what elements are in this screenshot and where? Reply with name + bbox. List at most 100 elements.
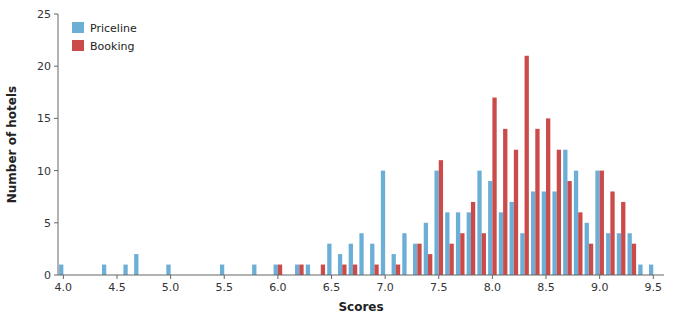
x-axis-label: Scores (338, 300, 383, 314)
x-tick-label: 6.0 (269, 281, 287, 294)
bar (359, 233, 363, 275)
bar (278, 265, 282, 275)
bar (589, 244, 593, 275)
y-tick (54, 275, 58, 276)
x-tick (170, 275, 171, 279)
bar (531, 191, 535, 275)
bar (381, 171, 385, 275)
legend-swatch (72, 22, 84, 33)
bar (134, 254, 138, 275)
bar (546, 118, 550, 275)
bar (274, 265, 278, 275)
bar (503, 129, 507, 275)
y-tick-label: 0 (44, 269, 51, 282)
x-tick (653, 275, 654, 279)
bar (439, 160, 443, 275)
chart: 4.04.55.05.56.06.57.07.58.08.59.09.50510… (0, 0, 680, 321)
y-axis-label: Number of hotels (5, 86, 19, 203)
bar (578, 212, 582, 275)
bar (460, 233, 464, 275)
bar (477, 171, 481, 275)
bar (445, 212, 449, 275)
bar (392, 254, 396, 275)
bar (424, 223, 428, 275)
x-tick-label: 6.5 (323, 281, 341, 294)
x-tick-label: 7.0 (376, 281, 394, 294)
bar (59, 265, 63, 275)
x-tick (331, 275, 332, 279)
bar (563, 150, 567, 275)
x-tick-label: 4.0 (55, 281, 73, 294)
bar (600, 171, 604, 275)
bar (353, 265, 357, 275)
bar (449, 244, 453, 275)
bar (567, 181, 571, 275)
bar (327, 244, 331, 275)
bar (638, 265, 642, 275)
bar (166, 265, 170, 275)
x-tick-label: 8.5 (537, 281, 555, 294)
bar (557, 150, 561, 275)
y-tick (54, 66, 58, 67)
bar (585, 223, 589, 275)
bar (306, 265, 310, 275)
legend-label: Booking (90, 40, 134, 53)
x-tick-label: 5.5 (215, 281, 233, 294)
bar (492, 98, 496, 275)
bar (649, 265, 653, 275)
bar (402, 233, 406, 275)
x-tick (224, 275, 225, 279)
x-tick (385, 275, 386, 279)
y-tick (54, 14, 58, 15)
bar (535, 129, 539, 275)
bar (295, 265, 299, 275)
bar (520, 233, 524, 275)
bar (510, 202, 514, 275)
bar (542, 191, 546, 275)
bar (471, 202, 475, 275)
bar (525, 56, 529, 275)
y-tick-label: 10 (37, 165, 51, 178)
series (278, 56, 636, 275)
bar (552, 191, 556, 275)
legend-swatch (72, 40, 84, 51)
x-axis-line (58, 275, 664, 276)
bar (338, 254, 342, 275)
bar (342, 265, 346, 275)
bar (632, 244, 636, 275)
legend-label: Priceline (90, 22, 137, 35)
bar (413, 244, 417, 275)
bars (59, 56, 653, 275)
x-tick-label: 8.0 (484, 281, 502, 294)
axes: 4.04.55.05.56.06.57.07.58.08.59.09.50510… (37, 8, 664, 294)
page: {"chart_data": {"type": "bar", "xlabel":… (0, 0, 680, 321)
bar (321, 265, 325, 275)
bar (621, 202, 625, 275)
x-tick (277, 275, 278, 279)
x-tick (63, 275, 64, 279)
bar (482, 233, 486, 275)
bar (252, 265, 256, 275)
x-tick-label: 9.0 (591, 281, 609, 294)
y-tick-label: 25 (37, 8, 51, 21)
bar (417, 244, 421, 275)
bar (428, 254, 432, 275)
x-tick-label: 9.5 (645, 281, 663, 294)
x-tick-label: 7.5 (430, 281, 448, 294)
y-tick-label: 5 (44, 217, 51, 230)
y-axis-line (58, 14, 59, 275)
y-tick (54, 170, 58, 171)
bar (102, 265, 106, 275)
bar (456, 212, 460, 275)
y-tick (54, 118, 58, 119)
legend: Priceline Booking (72, 22, 137, 53)
x-tick (438, 275, 439, 279)
bar (514, 150, 518, 275)
x-tick-label: 5.0 (162, 281, 180, 294)
bar (595, 171, 599, 275)
y-tick (54, 222, 58, 223)
x-tick (116, 275, 117, 279)
bar (467, 212, 471, 275)
bar (606, 233, 610, 275)
bar (370, 244, 374, 275)
